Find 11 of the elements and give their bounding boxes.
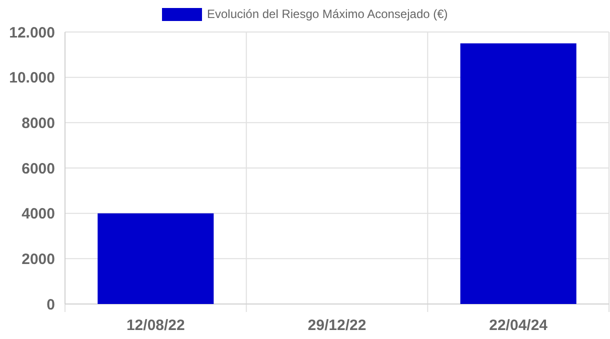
y-tick-label: 10.000 [9, 70, 55, 87]
y-tick-label: 6000 [22, 160, 55, 178]
x-tick-label: 29/12/22 [308, 317, 366, 334]
x-tick-label: 22/04/24 [489, 317, 548, 334]
y-tick-label: 12.000 [9, 24, 55, 42]
y-tick-label: 8000 [22, 114, 55, 132]
x-tick-label: 12/08/22 [126, 317, 185, 334]
y-tick-label: 0 [46, 296, 55, 314]
y-tick-label: 2000 [22, 250, 55, 268]
y-tick-label: 4000 [22, 206, 55, 223]
legend-label: Evolución del Riesgo Máximo Aconsejado (€) [207, 7, 448, 21]
